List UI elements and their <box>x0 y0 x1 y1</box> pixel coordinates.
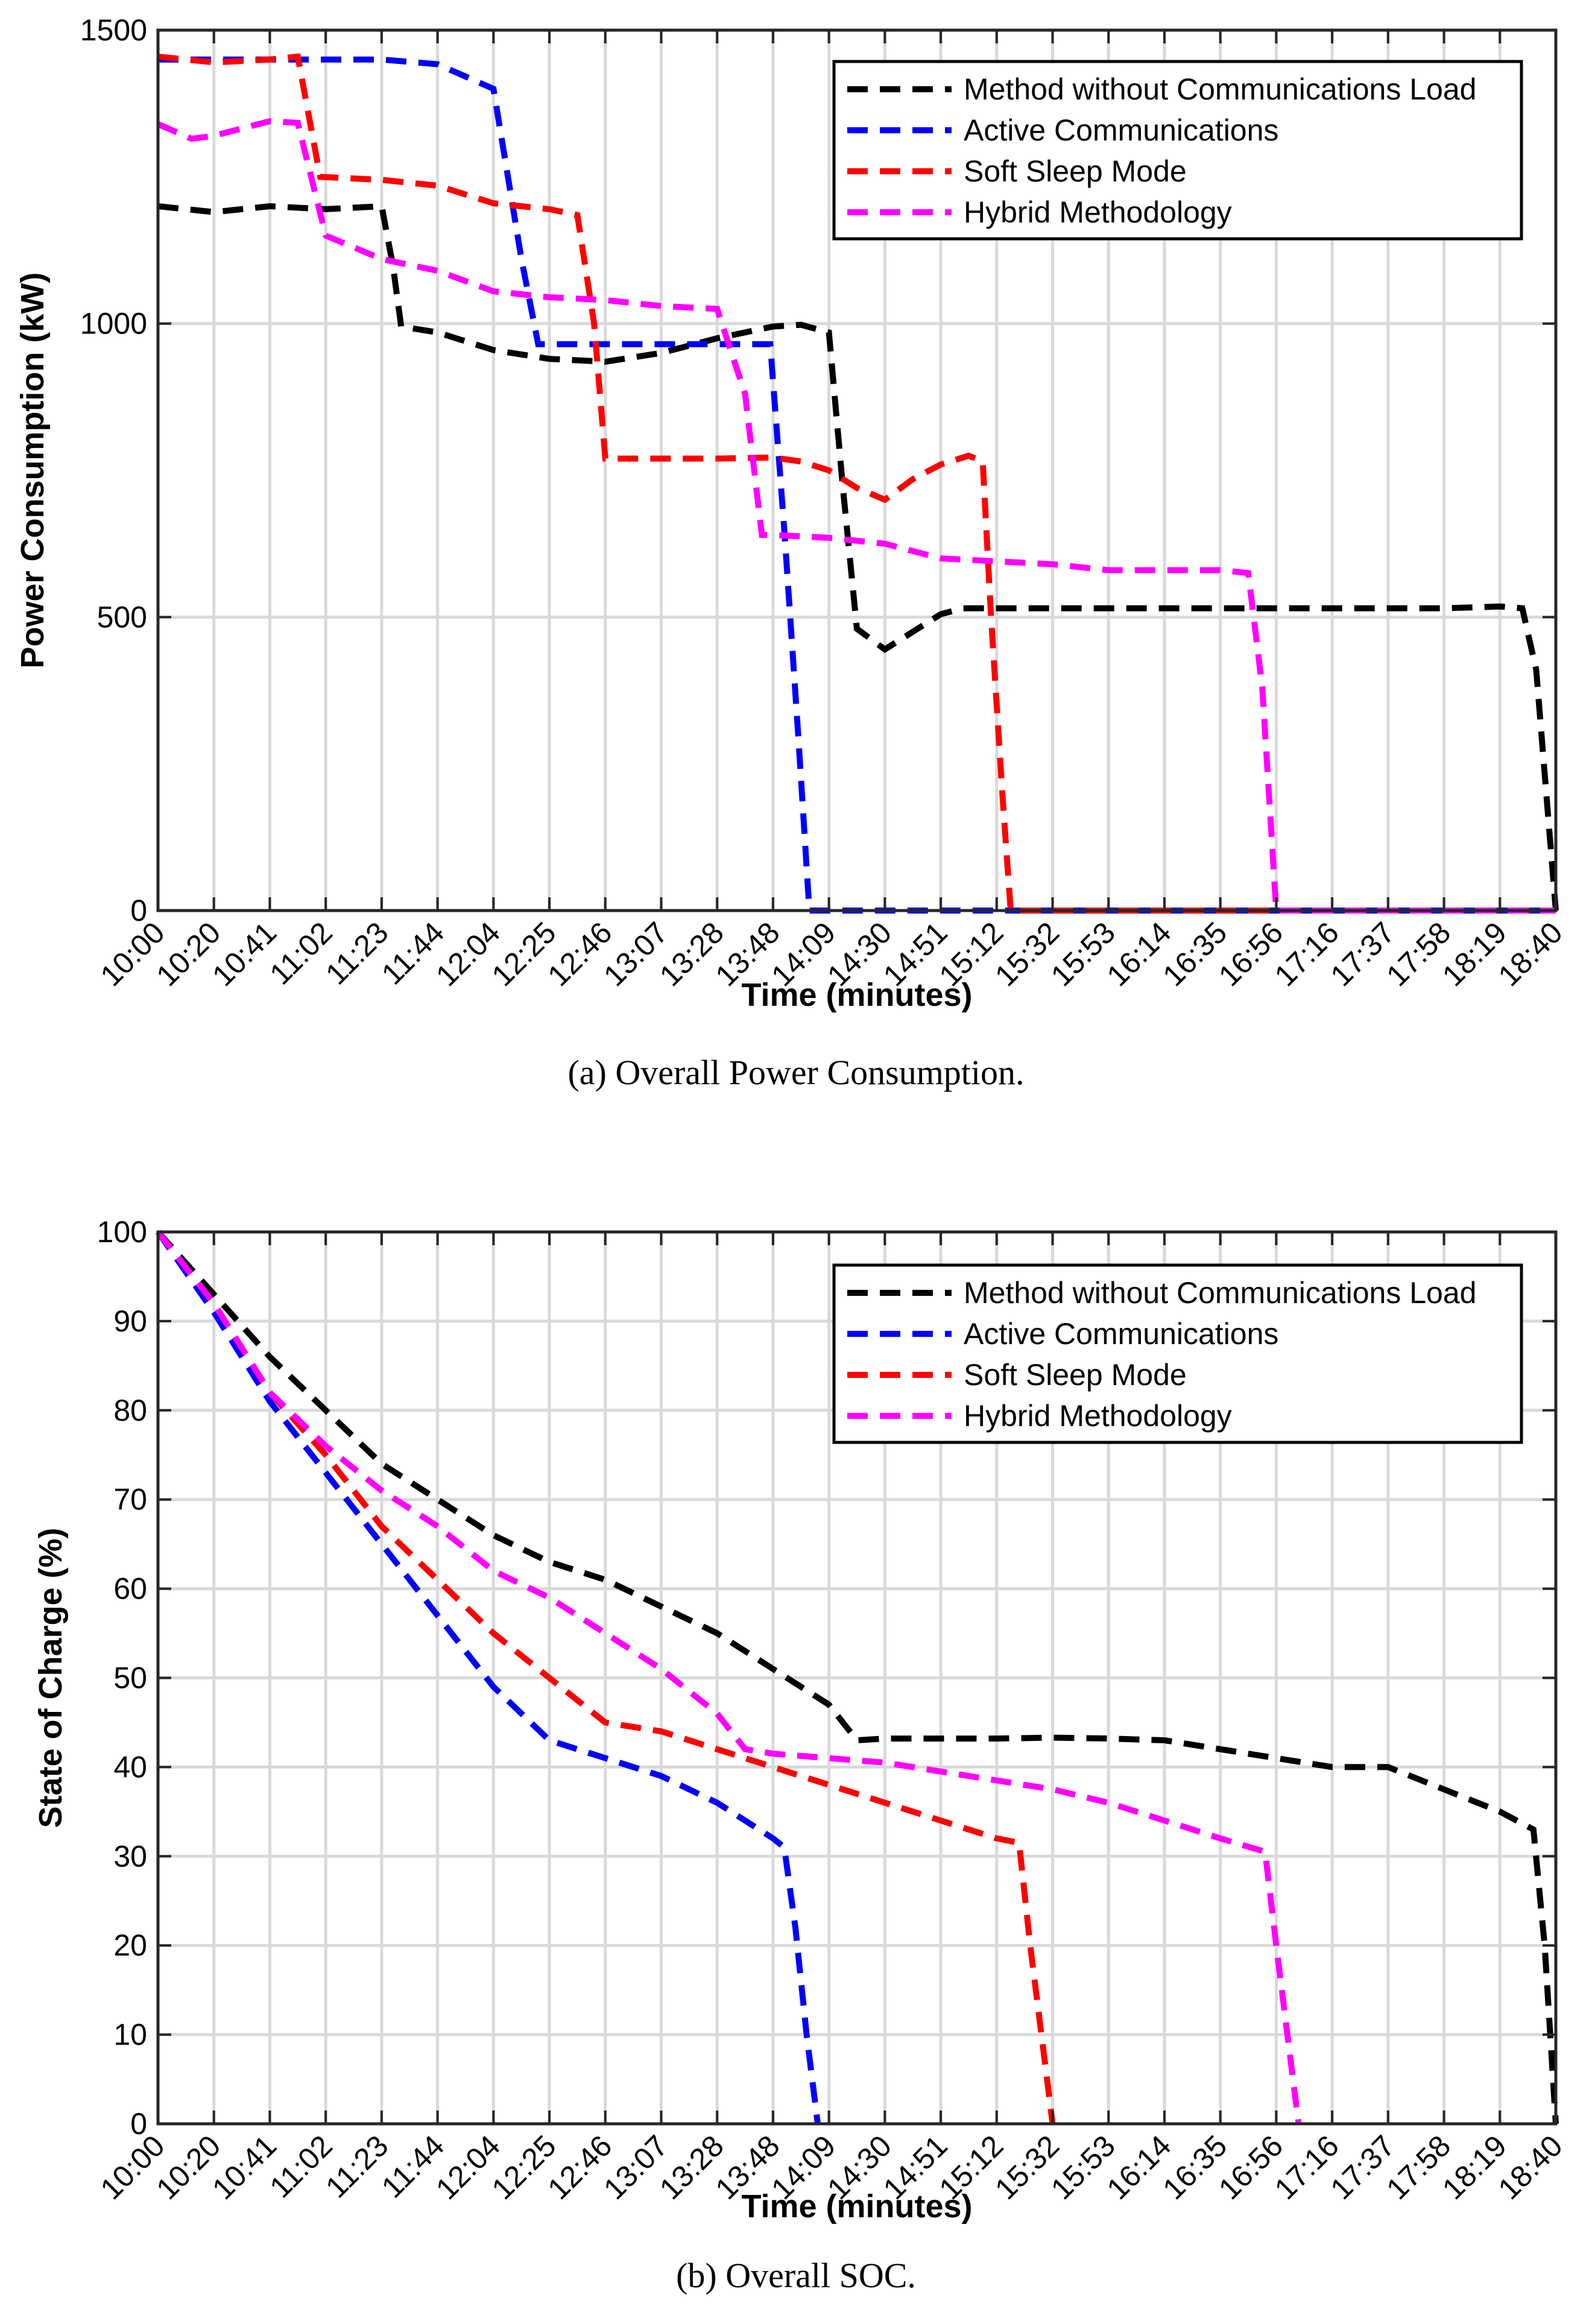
x-tick-label: 13:28 <box>653 2129 730 2206</box>
y-tick-label: 30 <box>113 1839 147 1873</box>
y-tick-label: 0 <box>130 2107 147 2141</box>
series-line-3 <box>156 1230 1056 2124</box>
x-tick-label: 15:32 <box>988 915 1066 993</box>
legend-label-1: Method without Communications Load <box>964 1276 1476 1310</box>
series-line-2 <box>155 1230 821 2124</box>
x-tick-label: 11:02 <box>263 915 338 991</box>
x-tick-label: 18:19 <box>1436 915 1513 993</box>
series-line-4 <box>156 118 1556 914</box>
x-tick-label: 10:20 <box>150 2129 227 2206</box>
y-tick-label: 1500 <box>80 13 147 47</box>
y-tick-label: 70 <box>113 1483 147 1517</box>
x-tick-label: 12:04 <box>429 915 507 993</box>
x-tick-label: 16:35 <box>1156 2129 1233 2206</box>
x-tick-label: 11:23 <box>319 2129 394 2204</box>
x-tick-label: 10:20 <box>150 915 227 993</box>
x-tick-label: 17:37 <box>1324 2129 1401 2206</box>
x-tick-label: 12:46 <box>541 2129 618 2206</box>
x-tick-label: 12:25 <box>485 2129 563 2206</box>
legend-label-2: Active Communications <box>964 113 1278 147</box>
legend-label-2: Active Communications <box>964 1317 1278 1351</box>
series-line-4 <box>156 1230 1302 2124</box>
series-line-1 <box>156 1230 1559 2124</box>
chart-a: 05001000150010:0010:2010:4111:0211:2311:… <box>14 13 1569 1013</box>
y-tick-label: 0 <box>130 894 147 927</box>
x-tick-label: 17:58 <box>1380 915 1457 993</box>
x-tick-label: 16:14 <box>1101 2129 1178 2206</box>
axes-frame <box>156 28 1558 912</box>
y-axis-label: State of Charge (%) <box>33 1527 69 1828</box>
x-tick-label: 18:40 <box>1492 2129 1569 2206</box>
x-tick-label: 13:07 <box>597 2129 674 2206</box>
x-tick-label: 12:46 <box>541 915 618 993</box>
x-tick-label: 13:28 <box>653 915 730 993</box>
x-tick-label: 11:44 <box>375 2129 450 2204</box>
legend-label-3: Soft Sleep Mode <box>964 154 1187 188</box>
chart-a-caption: (a) Overall Power Consumption. <box>567 1053 1025 1092</box>
x-tick-label: 12:04 <box>429 2129 507 2206</box>
x-tick-label: 11:23 <box>319 915 394 991</box>
x-tick-label: 18:40 <box>1492 915 1569 993</box>
legend: Method without Communications Load Active… <box>832 60 1523 241</box>
x-tick-label: 17:58 <box>1380 2129 1457 2206</box>
chart-b-caption: (b) Overall SOC. <box>676 2256 916 2295</box>
x-tick-label: 16:14 <box>1101 915 1178 993</box>
legend-label-3: Soft Sleep Mode <box>964 1358 1187 1392</box>
chart-a-figure: 0 500 1000 1500 10:00 10:20 10:41 11:02 11:23 11:… <box>0 0 1592 1146</box>
x-tick-label: 16:56 <box>1212 2129 1289 2206</box>
x-tick-label: 11:44 <box>375 915 450 991</box>
y-tick-label: 1000 <box>80 307 147 341</box>
y-tick-label: 80 <box>113 1394 147 1427</box>
x-tick-label: 16:35 <box>1156 915 1233 993</box>
y-tick-label: 40 <box>113 1750 147 1784</box>
series-line-1 <box>157 203 1559 911</box>
x-tick-label: 17:16 <box>1268 2129 1345 2206</box>
legend: Method without Communications Load Active… <box>832 1263 1523 1444</box>
x-tick-label: 15:53 <box>1044 915 1122 993</box>
y-tick-label: 50 <box>113 1661 147 1695</box>
y-axis-label: Power Consumption (kW) <box>14 273 51 669</box>
x-tick-label: 17:16 <box>1268 915 1345 993</box>
x-axis-label: Time (minutes) <box>741 977 972 1013</box>
x-tick-label: 10:41 <box>206 2129 283 2206</box>
y-tick-label: 10 <box>113 2018 147 2051</box>
x-tick-label: 11:02 <box>263 2129 338 2204</box>
y-tick-label: 60 <box>113 1572 147 1606</box>
y-tick-label: 20 <box>113 1928 147 1962</box>
x-tick-label: 13:07 <box>597 915 674 993</box>
x-tick-label: 17:37 <box>1324 915 1401 993</box>
chart-b: 010203040506070809010010:0010:2010:4111:… <box>33 1215 1569 2225</box>
x-tick-label: 18:19 <box>1436 2129 1513 2206</box>
legend-label-4: Hybrid Methodology <box>964 1399 1232 1433</box>
x-tick-label: 10:41 <box>206 915 283 993</box>
y-tick-label: 90 <box>113 1304 147 1338</box>
legend-label-4: Hybrid Methodology <box>964 195 1232 229</box>
legend-label-1: Method without Communications Load <box>964 72 1476 106</box>
x-tick-label: 12:25 <box>485 915 563 993</box>
x-tick-label: 15:32 <box>988 2129 1066 2206</box>
x-tick-label: 15:53 <box>1044 2129 1122 2206</box>
x-tick-label: 16:56 <box>1212 915 1289 993</box>
y-tick-label: 100 <box>97 1215 147 1249</box>
y-tick-label: 500 <box>97 600 147 634</box>
x-axis-label: Time (minutes) <box>741 2188 972 2225</box>
chart-b-figure: 0 10 20 30 40 50 60 70 80 90 100 10:00 10:20 10:41 11:… <box>0 1182 1592 2324</box>
